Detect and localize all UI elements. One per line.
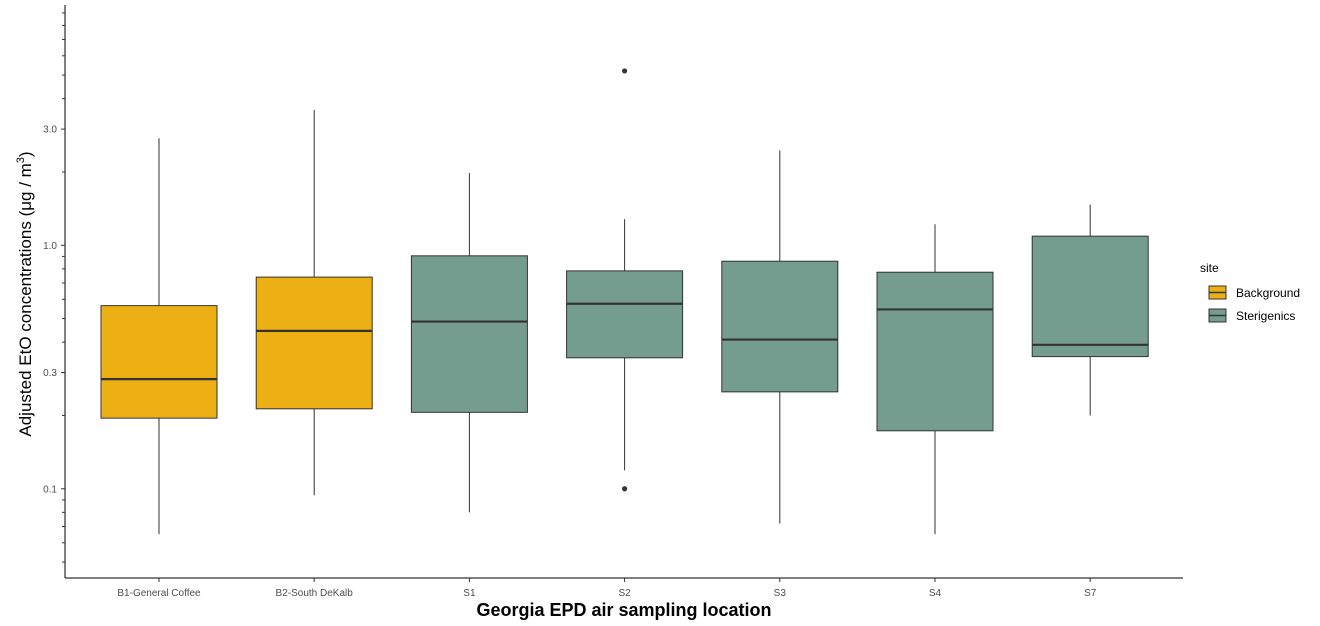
iqr-box [255,276,373,410]
x-tick-label: S4 [929,588,942,599]
iqr-box [876,271,994,432]
y-axis-title-superscript: 3 [15,157,27,163]
plot-area [100,68,1149,535]
x-tick-label: S7 [1084,588,1097,599]
box-s7 [1031,204,1149,416]
x-axis-title: Georgia EPD air sampling location [476,600,771,620]
y-tick-label: 0.1 [43,484,57,495]
iqr-box [410,255,528,413]
x-tick-label: B1-General Coffee [117,588,201,599]
y-tick-label: 0.3 [43,368,57,379]
outlier-point [622,68,628,74]
x-tick-label: S1 [463,588,476,599]
y-axis-ticks: 0.1 0.3 1.0 3.0 [43,12,65,563]
legend-label: Sterigenics [1236,309,1295,323]
iqr-box [721,260,839,393]
box-s1 [410,173,528,513]
outlier-point [622,486,628,492]
y-axis-title-main: Adjusted EtO concentrations (μg / m [16,163,35,436]
box-b2-south-dekalb [255,109,373,496]
box-s3 [721,150,839,524]
x-tick-label: B2-South DeKalb [276,588,354,599]
legend-label: Background [1236,286,1300,300]
x-axis-ticks: B1-General Coffee B2-South DeKalb S1 S2 S3 S4… [117,578,1097,599]
y-tick-label: 3.0 [43,125,57,136]
x-tick-label: S3 [774,588,787,599]
iqr-box [100,305,218,419]
y-tick-label: 1.0 [43,241,57,252]
box-b1-general-coffee [100,138,218,535]
legend: site Background Sterigenics [1200,261,1300,323]
y-axis-title: Adjusted EtO concentrations (μg / m3) [15,151,35,436]
x-tick-label: S2 [618,588,631,599]
legend-entry: Background [1208,285,1300,300]
iqr-box [566,270,684,359]
iqr-box [1031,235,1149,358]
legend-entry: Sterigenics [1208,308,1295,323]
box-s4 [876,224,994,535]
box-s2 [566,68,684,492]
y-axis-title-close: ) [16,151,35,157]
legend-title: site [1200,261,1219,275]
